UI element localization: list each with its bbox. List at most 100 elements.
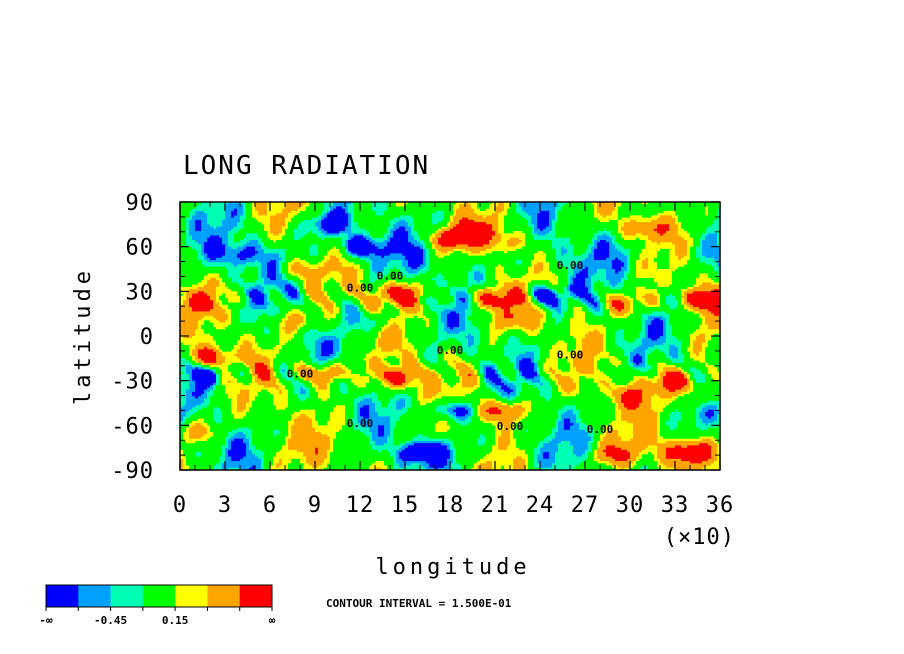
contour-cell bbox=[192, 407, 202, 411]
contour-cell bbox=[327, 253, 343, 257]
contour-cell bbox=[216, 369, 223, 373]
contour-cell bbox=[561, 298, 568, 301]
contour-cell bbox=[636, 295, 643, 299]
contour-cell bbox=[642, 320, 646, 324]
contour-cell bbox=[603, 349, 607, 353]
contour-cell bbox=[705, 349, 720, 353]
contour-cell bbox=[642, 260, 649, 263]
contour-cell bbox=[270, 369, 274, 373]
contour-cell bbox=[399, 215, 412, 219]
contour-cell bbox=[264, 251, 286, 254]
contour-cell bbox=[552, 289, 556, 292]
contour-cell bbox=[630, 264, 637, 268]
contour-cell bbox=[582, 309, 589, 313]
contour-cell bbox=[180, 418, 184, 422]
contour-cell bbox=[333, 347, 340, 350]
contour-cell bbox=[267, 293, 271, 297]
contour-cell bbox=[348, 322, 355, 326]
contour-cell bbox=[513, 405, 523, 409]
contour-cell bbox=[198, 255, 205, 259]
contour-cell bbox=[525, 416, 559, 420]
contour-cell bbox=[213, 336, 241, 339]
contour-cell bbox=[573, 295, 580, 299]
contour-cell bbox=[606, 215, 619, 219]
contour-cell bbox=[693, 331, 720, 335]
contour-cell bbox=[396, 403, 406, 406]
contour-cell bbox=[321, 351, 334, 355]
contour-cell bbox=[633, 360, 643, 364]
contour-cell bbox=[255, 253, 280, 257]
contour-cell bbox=[549, 367, 553, 371]
contour-cell bbox=[180, 273, 208, 277]
contour-cell bbox=[495, 231, 499, 234]
contour-cell bbox=[342, 277, 358, 281]
contour-cell bbox=[648, 302, 658, 306]
contour-cell bbox=[567, 277, 571, 281]
contour-cell bbox=[531, 260, 547, 263]
contour-cell bbox=[480, 340, 490, 344]
contour-cell bbox=[234, 208, 238, 212]
contour-cell bbox=[501, 369, 517, 373]
contour-cell bbox=[207, 222, 223, 225]
contour-cell bbox=[492, 246, 523, 250]
contour-cell bbox=[216, 351, 223, 355]
contour-cell bbox=[501, 376, 508, 380]
contour-cell bbox=[180, 365, 187, 368]
contour-cell bbox=[690, 351, 694, 355]
contour-cell bbox=[510, 275, 523, 279]
contour-cell bbox=[531, 405, 565, 409]
contour-cell bbox=[270, 226, 283, 230]
contour-cell bbox=[321, 219, 349, 223]
contour-cell bbox=[345, 365, 367, 368]
contour-cell bbox=[597, 235, 610, 239]
contour-cell bbox=[465, 418, 472, 422]
contour-cell bbox=[294, 235, 304, 239]
contour-cell bbox=[636, 362, 640, 366]
contour-cell bbox=[537, 300, 541, 304]
contour-cell bbox=[306, 313, 325, 317]
contour-cell bbox=[612, 266, 622, 270]
contour-cell bbox=[717, 425, 720, 429]
contour-cell bbox=[591, 306, 601, 310]
contour-cell bbox=[321, 224, 349, 228]
contour-cell bbox=[558, 304, 562, 308]
contour-cell bbox=[414, 226, 442, 230]
contour-cell bbox=[336, 246, 346, 250]
contour-cell bbox=[564, 253, 574, 257]
contour-cell bbox=[420, 293, 424, 297]
contour-cell bbox=[252, 306, 268, 310]
contour-cell bbox=[396, 420, 439, 424]
contour-cell bbox=[276, 407, 286, 411]
contour-cell bbox=[180, 217, 187, 221]
contour-cell bbox=[237, 246, 247, 250]
contour-cell bbox=[717, 213, 720, 216]
contour-cell bbox=[663, 378, 688, 382]
contour-cell bbox=[687, 380, 691, 384]
contour-cell bbox=[393, 427, 436, 431]
contour-cell bbox=[285, 369, 292, 373]
contour-cell bbox=[204, 360, 217, 364]
contour-cell bbox=[231, 405, 238, 409]
contour-cell bbox=[609, 280, 622, 283]
contour-cell bbox=[708, 427, 720, 431]
contour-cell bbox=[237, 432, 244, 435]
contour-cell bbox=[468, 293, 472, 297]
contour-cell bbox=[453, 409, 469, 413]
contour-cell bbox=[522, 387, 538, 391]
contour-cell bbox=[456, 353, 469, 357]
contour-cell bbox=[333, 443, 370, 447]
contour-cell bbox=[711, 282, 720, 286]
contour-cell bbox=[630, 300, 634, 304]
contour-cell bbox=[612, 213, 619, 216]
contour-cell bbox=[396, 425, 436, 429]
contour-cell bbox=[615, 336, 625, 339]
contour-cell bbox=[339, 233, 349, 237]
contour-cell bbox=[351, 420, 358, 424]
contour-cell bbox=[522, 411, 529, 415]
contour-cell bbox=[480, 416, 484, 420]
contour-cell bbox=[204, 315, 214, 319]
contour-cell bbox=[345, 289, 361, 292]
contour-cell bbox=[378, 306, 385, 310]
contour-cell bbox=[645, 300, 658, 304]
contour-cell bbox=[471, 367, 475, 371]
